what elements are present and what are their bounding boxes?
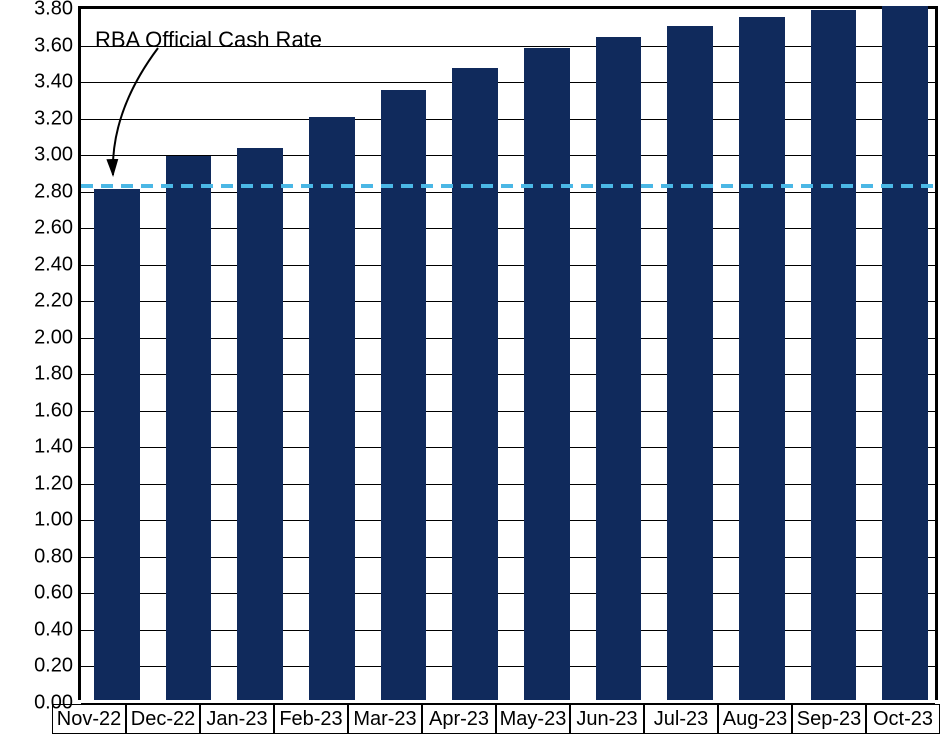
bar [596,37,642,700]
ytick-label: 3.20 [34,107,81,130]
xaxis-label: Dec-22 [126,704,200,734]
gridline [81,82,935,83]
bar [739,17,785,700]
xaxis-label: Mar-23 [348,704,422,734]
ytick-label: 1.40 [34,436,81,459]
ytick-label: 1.60 [34,399,81,422]
ytick-label: 2.20 [34,290,81,313]
ytick-label: 1.00 [34,509,81,532]
bar [237,148,283,700]
xaxis-label: Jan-23 [200,704,274,734]
ytick-label: 0.80 [34,545,81,568]
xaxis-label: Oct-23 [866,704,940,734]
x-axis-labels-row: Nov-22Dec-22Jan-23Feb-23Mar-23Apr-23May-… [52,704,940,734]
ytick-label: 2.60 [34,217,81,240]
ytick-label: 2.00 [34,326,81,349]
rba-cash-rate-chart: RBA Official Cash Rate 0.000.200.400.600… [0,0,951,741]
bar [524,48,570,700]
xaxis-label: Aug-23 [718,704,792,734]
reference-line-rba-cash-rate [81,184,935,188]
bar [166,156,212,700]
xaxis-label: Feb-23 [274,704,348,734]
bar [882,6,928,700]
gridline [81,119,935,120]
xaxis-label: Jul-23 [644,704,718,734]
ytick-label: 3.00 [34,144,81,167]
ytick-label: 3.60 [34,34,81,57]
bar [381,90,427,700]
bar [94,189,140,700]
ytick-label: 0.40 [34,618,81,641]
ytick-label: 0.60 [34,582,81,605]
ytick-label: 3.40 [34,71,81,94]
xaxis-label: Jun-23 [570,704,644,734]
ytick-label: 2.40 [34,253,81,276]
xaxis-label: Apr-23 [422,704,496,734]
ytick-label: 3.80 [34,0,81,21]
xaxis-label: Nov-22 [52,704,126,734]
bar [811,10,857,700]
ytick-label: 1.80 [34,363,81,386]
plot-area: RBA Official Cash Rate 0.000.200.400.600… [78,6,938,700]
bar [667,26,713,700]
bar [452,68,498,700]
bar [309,117,355,700]
xaxis-label: May-23 [496,704,570,734]
xaxis-label: Sep-23 [792,704,866,734]
ytick-label: 1.20 [34,472,81,495]
ytick-label: 0.20 [34,655,81,678]
ytick-label: 2.80 [34,180,81,203]
gridline [81,46,935,47]
